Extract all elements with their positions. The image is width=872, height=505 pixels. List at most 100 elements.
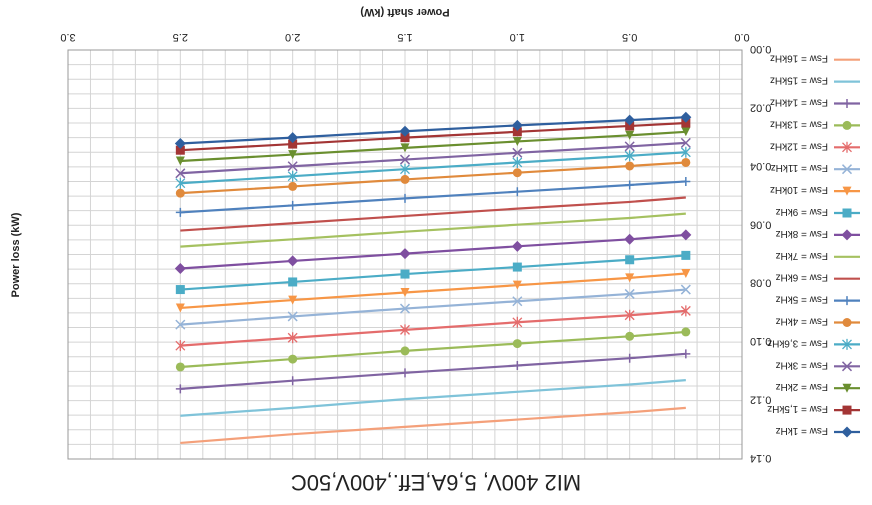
data-point bbox=[680, 111, 692, 123]
legend-label: Fsw = 1,5kHz bbox=[767, 403, 828, 414]
data-point bbox=[399, 248, 411, 260]
series-line bbox=[180, 212, 686, 248]
legend-item: Fsw = 15kHz bbox=[770, 75, 860, 86]
series-15 bbox=[175, 137, 691, 179]
series-10 bbox=[180, 212, 686, 248]
data-point bbox=[175, 207, 185, 217]
series-layer bbox=[174, 111, 692, 445]
data-point bbox=[511, 240, 523, 252]
data-point bbox=[680, 284, 691, 295]
data-point bbox=[288, 150, 298, 160]
series-line bbox=[180, 330, 686, 369]
data-point bbox=[512, 296, 523, 307]
series-3 bbox=[175, 349, 691, 394]
data-point bbox=[175, 188, 185, 198]
series-line bbox=[180, 379, 686, 417]
legend-label: Fsw = 14kHz bbox=[770, 97, 828, 108]
series-line bbox=[180, 130, 686, 163]
data-point bbox=[624, 233, 636, 245]
x-tick-label: 1.0 bbox=[510, 31, 525, 43]
data-point bbox=[175, 340, 186, 352]
data-point bbox=[400, 324, 410, 336]
legend-item: Fsw = 8kHz bbox=[775, 228, 860, 241]
legend-marker bbox=[842, 99, 852, 108]
data-point bbox=[512, 156, 523, 168]
data-point bbox=[288, 354, 298, 364]
legend-item: Fsw = 7kHz bbox=[775, 250, 860, 261]
data-point bbox=[175, 362, 185, 372]
legend-item: Fsw = 16kHz bbox=[770, 53, 860, 64]
data-point bbox=[680, 146, 691, 158]
legend-marker bbox=[842, 141, 852, 153]
legend-marker bbox=[841, 164, 853, 175]
legend-label: Fsw = 6kHz bbox=[775, 272, 828, 283]
legend-marker bbox=[842, 383, 852, 393]
data-point bbox=[400, 287, 410, 297]
y-tick-label: 0.04 bbox=[750, 160, 771, 172]
series-2 bbox=[180, 379, 686, 417]
data-point bbox=[625, 353, 635, 363]
legend-item: Fsw = 11kHz bbox=[771, 162, 860, 175]
data-point bbox=[680, 305, 691, 317]
data-point bbox=[287, 132, 299, 144]
data-point bbox=[288, 200, 298, 210]
legend-marker bbox=[842, 318, 852, 327]
legend-marker bbox=[842, 338, 852, 350]
x-tick-label: 0.0 bbox=[734, 31, 749, 43]
series-14 bbox=[175, 146, 691, 189]
y-axis-label: Power loss (kW) bbox=[10, 212, 22, 297]
series-17 bbox=[175, 118, 691, 155]
data-point bbox=[681, 327, 691, 337]
legend-label: Fsw = 7kHz bbox=[775, 250, 828, 261]
legend-marker bbox=[841, 229, 853, 241]
data-point bbox=[624, 141, 635, 152]
data-point bbox=[512, 168, 522, 178]
data-point bbox=[175, 319, 186, 330]
data-point bbox=[400, 143, 410, 153]
x-tick-label: 2.5 bbox=[173, 31, 188, 43]
data-point bbox=[625, 255, 635, 265]
legend-marker bbox=[841, 361, 853, 372]
data-point bbox=[400, 346, 410, 356]
legend: Fsw = 1kHz Fsw = 1,5kHz Fsw = 2kHz Fsw = 3k… bbox=[767, 53, 860, 438]
series-6 bbox=[175, 284, 691, 330]
data-point bbox=[625, 130, 635, 140]
data-point bbox=[512, 136, 522, 146]
series-13 bbox=[175, 157, 691, 198]
series-16 bbox=[175, 127, 691, 166]
series-line bbox=[180, 151, 686, 185]
data-point bbox=[175, 168, 186, 179]
series-9 bbox=[174, 229, 692, 275]
y-tick-label: 0.00 bbox=[750, 43, 771, 55]
data-point bbox=[681, 250, 691, 260]
legend-label: Fsw = 3,6kHz bbox=[767, 337, 828, 348]
data-point bbox=[400, 163, 410, 175]
data-point bbox=[512, 147, 523, 158]
legend-item: Fsw = 6kHz bbox=[775, 272, 860, 283]
data-point bbox=[287, 170, 298, 182]
data-point bbox=[512, 316, 523, 328]
x-tick-label: 0.5 bbox=[622, 31, 637, 43]
data-point bbox=[174, 137, 186, 149]
series-line bbox=[180, 254, 686, 291]
series-line bbox=[180, 180, 686, 214]
data-point bbox=[624, 150, 635, 162]
x-axis-label: Power shaft (kW) bbox=[360, 6, 450, 18]
series-line bbox=[180, 352, 686, 390]
chart-title: MI2 400V, 5,6A,Eff.,400V,50C bbox=[291, 470, 581, 495]
plot-frame bbox=[67, 49, 743, 460]
series-line bbox=[180, 272, 686, 310]
data-point bbox=[512, 187, 522, 197]
legend-item: Fsw = 13kHz bbox=[770, 118, 860, 130]
legend-item: Fsw = 14kHz bbox=[770, 97, 860, 108]
y-tick-label: 0.14 bbox=[750, 452, 771, 464]
series-12 bbox=[175, 176, 691, 217]
data-point bbox=[287, 255, 299, 267]
data-point bbox=[625, 273, 635, 283]
legend-item: Fsw = 5kHz bbox=[775, 294, 860, 306]
data-point bbox=[625, 331, 635, 341]
data-point bbox=[681, 349, 691, 359]
data-point bbox=[287, 311, 298, 322]
series-5 bbox=[175, 305, 691, 352]
data-point bbox=[680, 229, 692, 241]
